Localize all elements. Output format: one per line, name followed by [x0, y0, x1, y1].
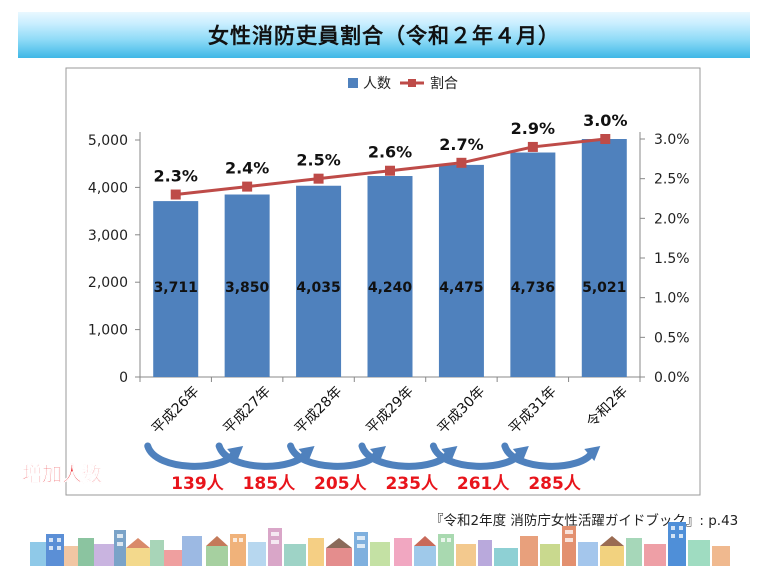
increase-arrowhead: [584, 446, 601, 461]
city-skyline-illustration: [30, 522, 730, 566]
y-left-tick-label: 2,000: [88, 275, 128, 291]
increase-arrowhead: [370, 446, 386, 461]
increase-arrowhead: [227, 446, 244, 461]
bar-5: [438, 164, 484, 377]
bar-1: [153, 201, 199, 377]
bar-value-label: 4,475: [439, 280, 483, 296]
ratio-value-label: 3.0%: [583, 111, 627, 130]
y-left-tick-label: 0: [119, 370, 128, 386]
y-left-tick-label: 3,000: [88, 228, 128, 244]
building-group-4: [600, 522, 730, 566]
y-left-tick-label: 4,000: [88, 180, 128, 196]
increase-value: 235人: [385, 474, 438, 494]
x-category-label: 平成26年: [149, 384, 203, 438]
x-category-label: 平成30年: [435, 384, 489, 438]
bar-value-label: 3,850: [225, 280, 270, 296]
bar-3: [296, 185, 342, 377]
building-group-1: [30, 530, 202, 566]
ratio-point-1: [170, 189, 181, 200]
x-category-label: 平成28年: [292, 384, 346, 438]
y-right-tick-label: 0.0%: [654, 370, 690, 386]
bar-value-label: 4,736: [511, 280, 555, 296]
y-right-tick-label: 2.5%: [654, 172, 690, 188]
ratio-point-3: [313, 173, 324, 184]
increase-arrowhead: [441, 446, 458, 461]
y-right-tick-label: 2.0%: [654, 211, 690, 227]
ratio-point-7: [600, 134, 611, 144]
bar-6: [510, 152, 556, 377]
increase-label: 増加人数: [22, 462, 103, 486]
page-title: 女性消防吏員割合（令和２年４月）: [208, 24, 560, 48]
x-category-label: 令和2年: [584, 384, 631, 431]
title-banner: 女性消防吏員割合（令和２年４月）: [18, 12, 750, 58]
ratio-value-label: 2.4%: [225, 159, 269, 178]
y-right-tick-label: 3.0%: [654, 132, 690, 148]
increase-value: 185人: [243, 474, 296, 494]
ratio-point-2: [242, 181, 253, 192]
legend-bar-label: 人数: [363, 76, 391, 92]
bar-2: [224, 194, 270, 377]
y-right-tick-label: 0.5%: [654, 330, 690, 346]
x-category-label: 平成29年: [363, 384, 417, 438]
legend-bar-swatch: [348, 78, 358, 88]
source-citation: 『令和2年度 消防庁女性活躍ガイドブック』: p.43: [430, 513, 739, 529]
bar-4: [367, 176, 413, 377]
bar-value-label: 5,021: [582, 280, 626, 296]
chart-frame: [65, 67, 701, 496]
legend-line-marker: [408, 79, 416, 87]
ratio-value-label: 2.3%: [154, 167, 198, 186]
ratio-point-5: [456, 157, 467, 168]
y-left-tick-label: 1,000: [88, 323, 128, 339]
increase-value: 139人: [171, 474, 224, 494]
x-category-label: 平成27年: [220, 384, 274, 438]
y-right-tick-label: 1.0%: [654, 291, 690, 307]
windows: [49, 526, 683, 550]
bar-value-label: 4,035: [296, 280, 340, 296]
building-group-3: [394, 526, 598, 566]
increase-value: 285人: [528, 474, 581, 494]
ratio-point-6: [527, 141, 538, 152]
increase-arrowhead: [298, 446, 315, 461]
ratio-value-label: 2.5%: [296, 151, 340, 170]
increase-value: 205人: [314, 474, 367, 494]
bar-7: [581, 139, 627, 377]
increase-value: 261人: [457, 474, 510, 494]
bar-value-label: 3,711: [154, 280, 198, 296]
y-right-tick-label: 1.5%: [654, 251, 690, 267]
increase-arrow-6: [501, 442, 596, 470]
increase-arrowhead: [512, 446, 529, 461]
ratio-value-label: 2.6%: [368, 143, 412, 162]
ratio-point-4: [385, 165, 395, 176]
y-left-tick-label: 5,000: [88, 133, 128, 149]
ratio-value-label: 2.9%: [511, 119, 555, 138]
legend-line-label: 割合: [430, 75, 458, 92]
x-category-label: 平成31年: [506, 384, 560, 438]
bar-value-label: 4,240: [368, 280, 413, 296]
ratio-value-label: 2.7%: [439, 135, 483, 154]
